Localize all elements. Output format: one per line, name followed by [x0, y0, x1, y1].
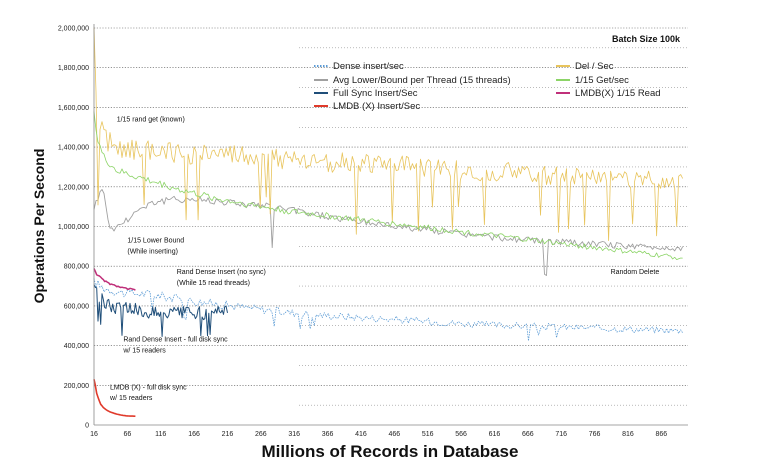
y-tick-label: 600,000	[64, 303, 89, 310]
annotations: 1/15 rand get (known) 1/15 Lower Bound (Wh…	[109, 116, 659, 402]
x-axis-title: Millions of Records in Database	[262, 442, 519, 461]
legend-label: Dense insert/sec	[333, 61, 404, 72]
annotation: 1/15 rand get (known)	[117, 116, 185, 123]
x-tick-label: 66	[123, 431, 131, 438]
legend: Dense insert/sec Avg Lower/Bound per Thre…	[314, 61, 661, 112]
series-layer	[93, 27, 684, 417]
x-tick-label: 16	[90, 431, 98, 438]
annotation: (While 15 read threads)	[177, 280, 250, 287]
legend-label: Full Sync Insert/Sec	[333, 88, 418, 99]
x-tick-label: 166	[188, 431, 200, 438]
y-tick-label: 0	[85, 423, 89, 430]
series-line	[93, 379, 136, 417]
x-tick-label: 516	[422, 431, 434, 438]
y-tick-label: 800,000	[64, 264, 89, 271]
series-line	[93, 189, 684, 276]
x-tick-label: 816	[622, 431, 634, 438]
y-tick-label: 200,000	[64, 383, 89, 390]
x-tick-label: 116	[155, 431, 166, 438]
text-layer: Batch Size 100k Operations Per Second Mi…	[31, 34, 681, 461]
y-tick-label: 2,000,000	[58, 26, 89, 33]
x-tick-label: 416	[355, 431, 367, 438]
y-tick-label: 1,200,000	[58, 184, 89, 191]
x-tick-label: 466	[388, 431, 400, 438]
legend-label: 1/15 Get/sec	[575, 75, 629, 86]
series-line	[93, 268, 136, 291]
x-tick-label: 316	[288, 431, 300, 438]
x-tick-label: 216	[222, 431, 234, 438]
annotation: Rand Dense Insert (no sync)	[177, 269, 266, 276]
x-tick-label: 266	[255, 431, 267, 438]
annotation: Rand Dense Insert - full disk sync	[123, 337, 228, 344]
x-tick-label: 666	[522, 431, 534, 438]
x-tick-label: 716	[555, 431, 567, 438]
y-tick-label: 1,000,000	[58, 224, 89, 231]
annotation: w/ 15 readers	[122, 348, 166, 355]
x-tick-label: 866	[655, 431, 667, 438]
annotation: 1/15 Lower Bound	[127, 237, 184, 244]
annotation: (While inserting)	[127, 248, 178, 255]
y-tick-label: 400,000	[64, 343, 89, 350]
legend-label: LMDB (X) Insert/Sec	[333, 101, 420, 112]
x-tick-label: 616	[489, 431, 501, 438]
y-axis-title: Operations Per Second	[31, 149, 47, 304]
y-tick-label: 1,600,000	[58, 105, 89, 112]
annotation: LMDB (X) - full disk sync	[110, 384, 187, 391]
series-line	[93, 111, 683, 260]
legend-label: LMDB(X) 1/15 Read	[575, 88, 661, 99]
y-tick-label: 1,400,000	[58, 145, 89, 152]
grid	[94, 27, 688, 406]
legend-label: Del / Sec	[575, 61, 614, 72]
x-tick-label: 366	[322, 431, 334, 438]
legend-label: Avg Lower/Bound per Thread (15 threads)	[333, 75, 511, 86]
x-tick-label: 566	[455, 431, 467, 438]
axes: 0 200,000 400,000 600,000 800,000 1,000,000 1,…	[58, 24, 688, 438]
series-line	[93, 284, 228, 337]
series-line	[93, 278, 684, 342]
x-tick-label: 766	[589, 431, 601, 438]
series-line	[93, 27, 684, 241]
chart-title: Batch Size 100k	[612, 34, 681, 44]
y-tick-label: 1,800,000	[58, 65, 89, 72]
annotation: Random Delete	[611, 269, 660, 276]
annotation: w/ 15 readers	[109, 395, 153, 402]
